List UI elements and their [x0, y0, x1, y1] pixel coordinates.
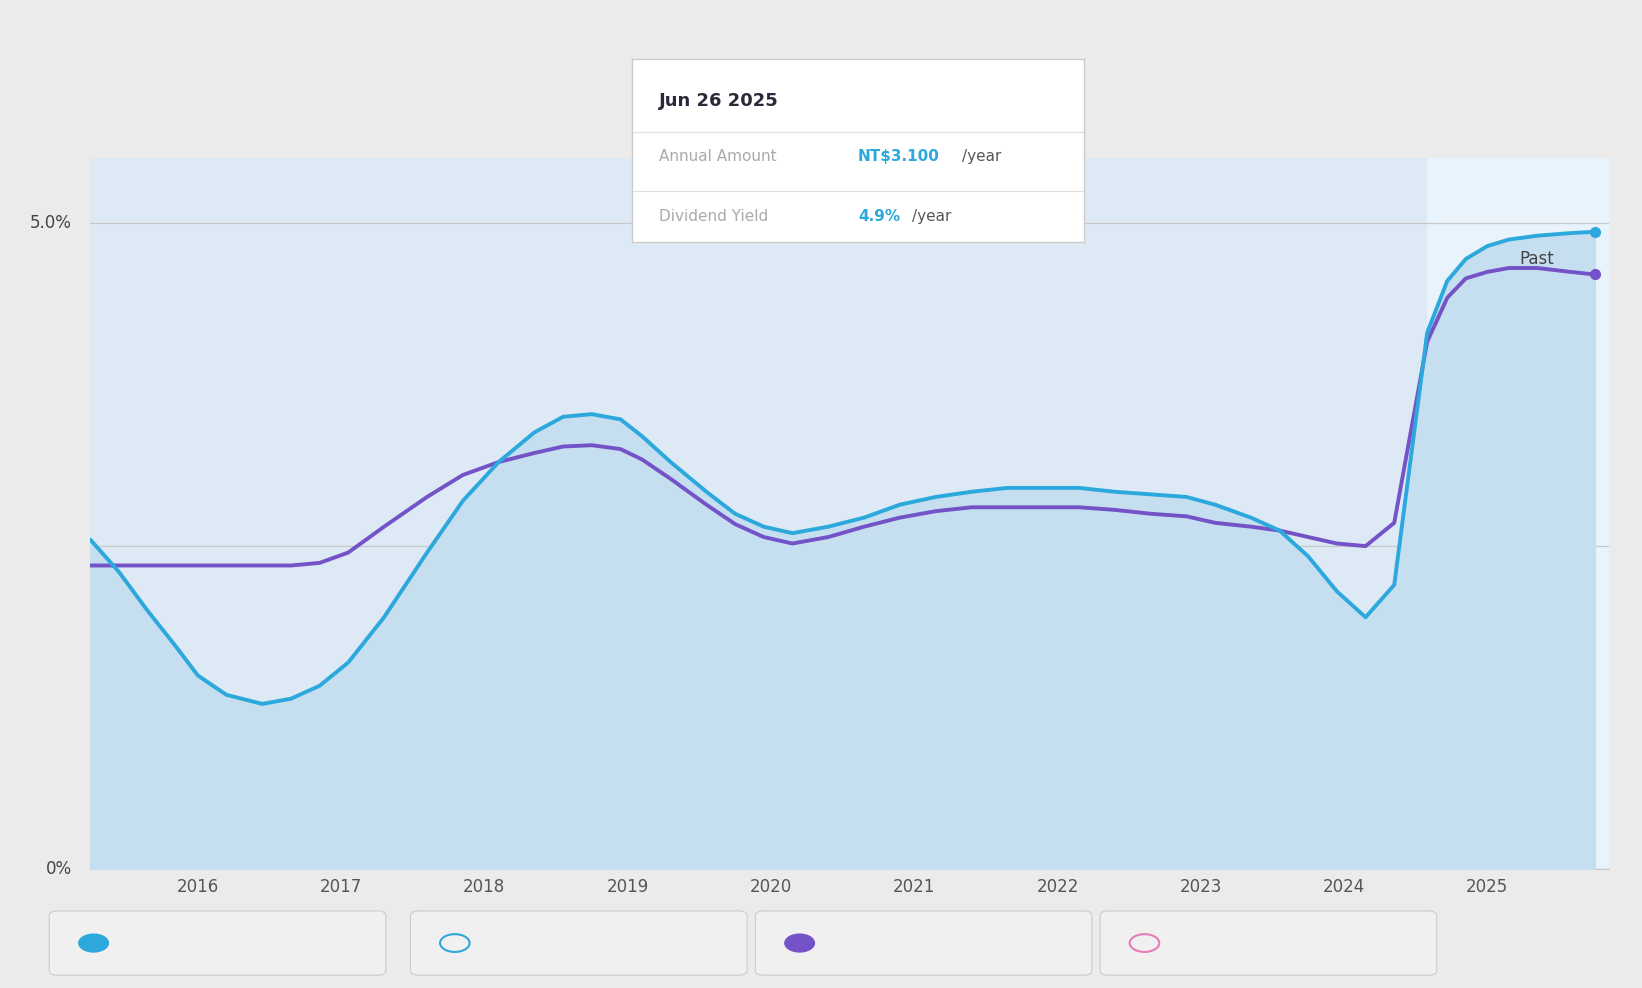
- Text: Dividend Payments: Dividend Payments: [484, 934, 645, 952]
- Text: 4.9%: 4.9%: [859, 209, 900, 224]
- Text: /year: /year: [913, 209, 951, 224]
- Text: Past: Past: [1519, 250, 1553, 268]
- Text: Dividend Yield: Dividend Yield: [660, 209, 768, 224]
- Text: 5.0%: 5.0%: [30, 213, 72, 232]
- Text: Jun 26 2025: Jun 26 2025: [660, 92, 778, 111]
- Text: NT$3.100: NT$3.100: [859, 148, 939, 164]
- Text: 0%: 0%: [46, 861, 72, 878]
- Bar: [1427, 158, 1609, 869]
- Text: Earnings Per Share: Earnings Per Share: [1174, 934, 1332, 952]
- Text: Annual Amount: Annual Amount: [829, 934, 974, 952]
- Text: Annual Amount: Annual Amount: [660, 148, 777, 164]
- Text: /year: /year: [962, 148, 1002, 164]
- Text: Dividend Yield: Dividend Yield: [123, 934, 258, 952]
